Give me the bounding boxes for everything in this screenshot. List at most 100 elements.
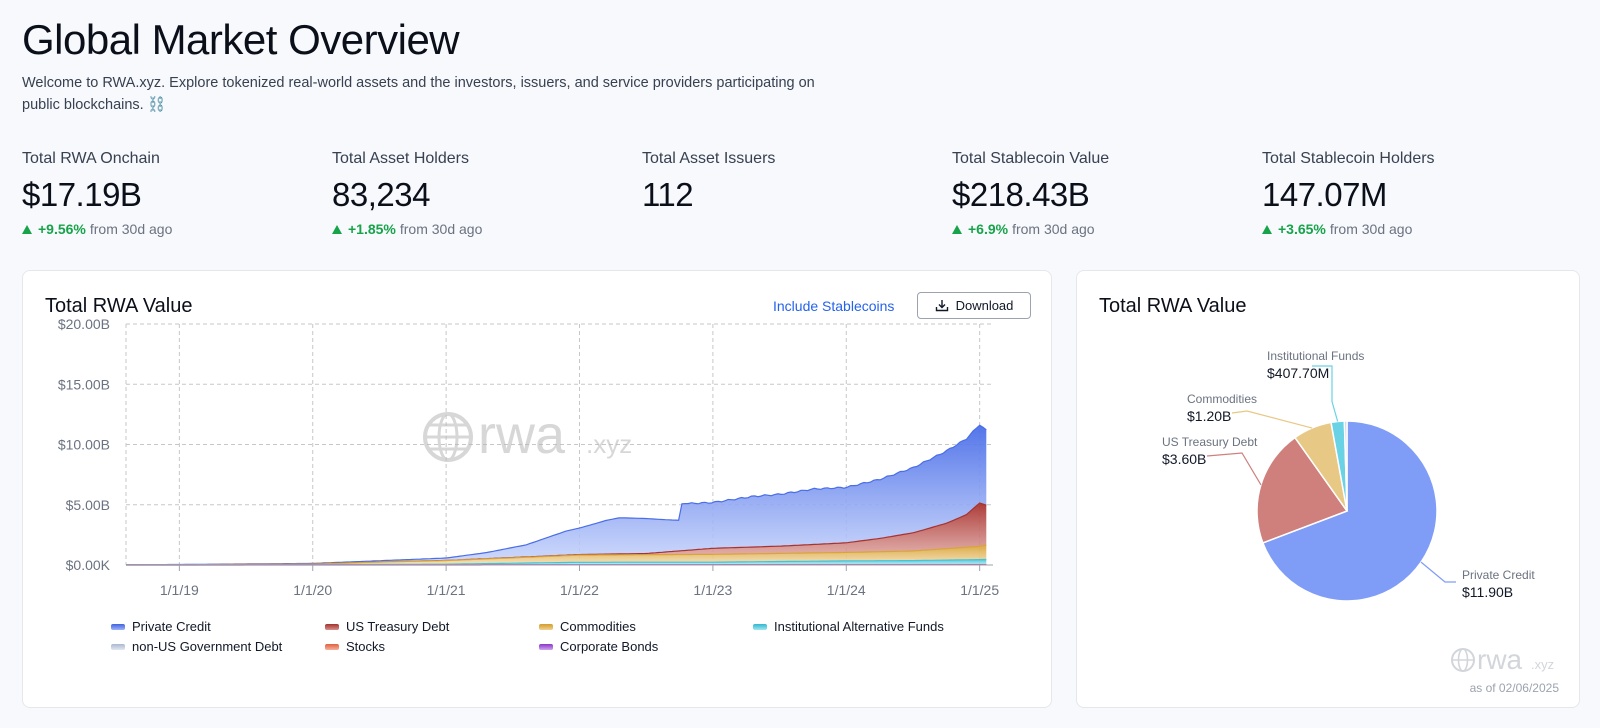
legend-swatch xyxy=(325,623,339,630)
stat-change: +3.65% from 30d ago xyxy=(1262,221,1562,237)
stat-change: +1.85% from 30d ago xyxy=(332,221,632,237)
pie-leader-line xyxy=(1206,452,1262,486)
download-button[interactable]: Download xyxy=(917,292,1031,319)
stat-stablecoin-value: Total Stablecoin Value $218.43B +6.9% fro… xyxy=(952,150,1252,237)
stat-change-value: +9.56% xyxy=(38,221,86,237)
legend-institutional[interactable]: Institutional Alternative Funds xyxy=(753,619,944,634)
legend-swatch xyxy=(111,643,125,650)
legend-swatch xyxy=(539,643,553,650)
stat-label: Total RWA Onchain xyxy=(22,150,160,167)
pie-slice-other[interactable] xyxy=(1343,420,1348,512)
x-tick-label: 1/1/23 xyxy=(693,582,732,598)
stat-label: Total Asset Issuers xyxy=(642,150,776,167)
stat-label: Total Asset Holders xyxy=(332,150,469,167)
x-tick-label: 1/1/22 xyxy=(560,582,599,598)
as-of-date: as of 02/06/2025 xyxy=(1469,681,1559,695)
stat-change: +9.56% from 30d ago xyxy=(22,221,322,237)
legend-us-treasury[interactable]: US Treasury Debt xyxy=(325,619,449,634)
area-chart-title: Total RWA Value xyxy=(45,295,193,317)
area-chart-card: Total RWA Value Include Stablecoins Down… xyxy=(22,270,1052,708)
stat-change: +6.9% from 30d ago xyxy=(952,221,1252,237)
legend-label: Private Credit xyxy=(132,619,211,634)
stat-value: 83,234 xyxy=(332,176,430,213)
area-series-institutional-alternative-funds[interactable] xyxy=(126,559,987,566)
pie-slice-us-treasury-debt[interactable] xyxy=(1256,436,1349,544)
watermark-text: rwa xyxy=(1477,644,1523,675)
up-arrow-icon xyxy=(952,224,962,234)
stat-value: 112 xyxy=(642,176,694,213)
download-label: Download xyxy=(955,298,1014,313)
include-stablecoins-toggle[interactable]: Include Stablecoins xyxy=(773,298,895,314)
legend-private-credit[interactable]: Private Credit xyxy=(111,619,211,634)
pie-leader-line xyxy=(1231,410,1313,429)
up-arrow-icon xyxy=(1262,224,1272,234)
stat-label: Total Stablecoin Value xyxy=(952,150,1110,167)
legend-corporate-bonds[interactable]: Corporate Bonds xyxy=(539,639,658,654)
pie-chart-card: Total RWA Value Private Credit $11.90B US … xyxy=(1076,270,1580,708)
globe-icon xyxy=(1451,648,1475,672)
pie-label: US Treasury Debt xyxy=(1162,435,1258,449)
stat-change-suffix: from 30d ago xyxy=(89,221,173,237)
y-tick-label: $15.00B xyxy=(58,376,110,392)
area-chart: rwa .xyz $0.00K $5.00B $10.00B $15.00B $20.0… xyxy=(58,316,1000,598)
rwa-watermark: rwa .xyz xyxy=(1451,644,1554,675)
legend-label: Corporate Bonds xyxy=(560,639,659,654)
pie-value: $11.90B xyxy=(1462,584,1513,600)
stat-change-suffix: from 30d ago xyxy=(399,221,483,237)
stat-change-value: +3.65% xyxy=(1278,221,1326,237)
download-icon xyxy=(935,300,948,312)
stat-label: Total Stablecoin Holders xyxy=(1262,150,1435,167)
watermark-suffix: .xyz xyxy=(586,429,632,459)
stat-stablecoin-holders: Total Stablecoin Holders 147.07M +3.65% f… xyxy=(1262,150,1562,237)
globe-icon xyxy=(423,412,473,462)
page-intro: Welcome to RWA.xyz. Explore tokenized re… xyxy=(22,75,815,113)
y-tick-label: $5.00B xyxy=(66,497,110,513)
y-tick-label: $0.00K xyxy=(66,557,111,573)
pie-label: Private Credit xyxy=(1462,568,1535,582)
x-tick-label: 1/1/25 xyxy=(960,582,999,598)
x-tick-label: 1/1/24 xyxy=(827,582,866,598)
stat-change-value: +6.9% xyxy=(968,221,1009,237)
area-series-private-credit[interactable] xyxy=(126,425,987,565)
watermark-text: rwa xyxy=(478,405,566,465)
legend-label: US Treasury Debt xyxy=(346,619,450,634)
stat-value: $17.19B xyxy=(22,176,142,213)
legend-swatch xyxy=(753,623,767,630)
page-title: Global Market Overview xyxy=(22,16,460,63)
stat-change-suffix: from 30d ago xyxy=(1329,221,1413,237)
stat-change-suffix: from 30d ago xyxy=(1012,221,1095,237)
stat-asset-holders: Total Asset Holders 83,234 +1.85% from 30… xyxy=(332,150,632,237)
x-tick-label: 1/1/21 xyxy=(427,582,466,598)
legend-commodities[interactable]: Commodities xyxy=(539,619,636,634)
stat-value: $218.43B xyxy=(952,176,1090,213)
area-series-us-treasury-debt[interactable] xyxy=(126,503,987,565)
rwa-watermark: rwa .xyz xyxy=(423,405,632,465)
stat-total-rwa: Total RWA Onchain $17.19B +9.56% from 30d… xyxy=(22,150,322,237)
watermark-suffix: .xyz xyxy=(1531,657,1554,672)
area-series-commodities[interactable] xyxy=(126,545,987,565)
x-tick-label: 1/1/19 xyxy=(160,582,199,598)
pie-value: $407.70M xyxy=(1267,365,1329,381)
stat-value: 147.07M xyxy=(1262,176,1387,213)
legend-label: non-US Government Debt xyxy=(132,639,283,654)
legend-label: Institutional Alternative Funds xyxy=(774,619,944,634)
y-tick-label: $20.00B xyxy=(58,316,110,332)
pie-leader-line xyxy=(1312,365,1339,422)
up-arrow-icon xyxy=(22,224,32,234)
stat-asset-issuers: Total Asset Issuers 112 xyxy=(642,150,942,214)
y-tick-label: $10.00B xyxy=(58,437,110,453)
pie-value: $3.60B xyxy=(1162,451,1206,467)
area-legend: Private Credit US Treasury Debt Commodit… xyxy=(111,619,1011,661)
legend-non-us-gov[interactable]: non-US Government Debt xyxy=(111,639,282,654)
legend-swatch xyxy=(539,623,553,630)
pie-label: Commodities xyxy=(1187,392,1257,406)
legend-swatch xyxy=(111,623,125,630)
up-arrow-icon xyxy=(332,224,342,234)
x-tick-label: 1/1/20 xyxy=(293,582,332,598)
legend-swatch xyxy=(325,643,339,650)
pie-value: $1.20B xyxy=(1187,408,1231,424)
stats-row: Total RWA Onchain $17.19B +9.56% from 30d… xyxy=(22,150,1582,245)
legend-stocks[interactable]: Stocks xyxy=(325,639,385,654)
pie-label: Institutional Funds xyxy=(1267,349,1364,363)
stat-change-value: +1.85% xyxy=(348,221,396,237)
